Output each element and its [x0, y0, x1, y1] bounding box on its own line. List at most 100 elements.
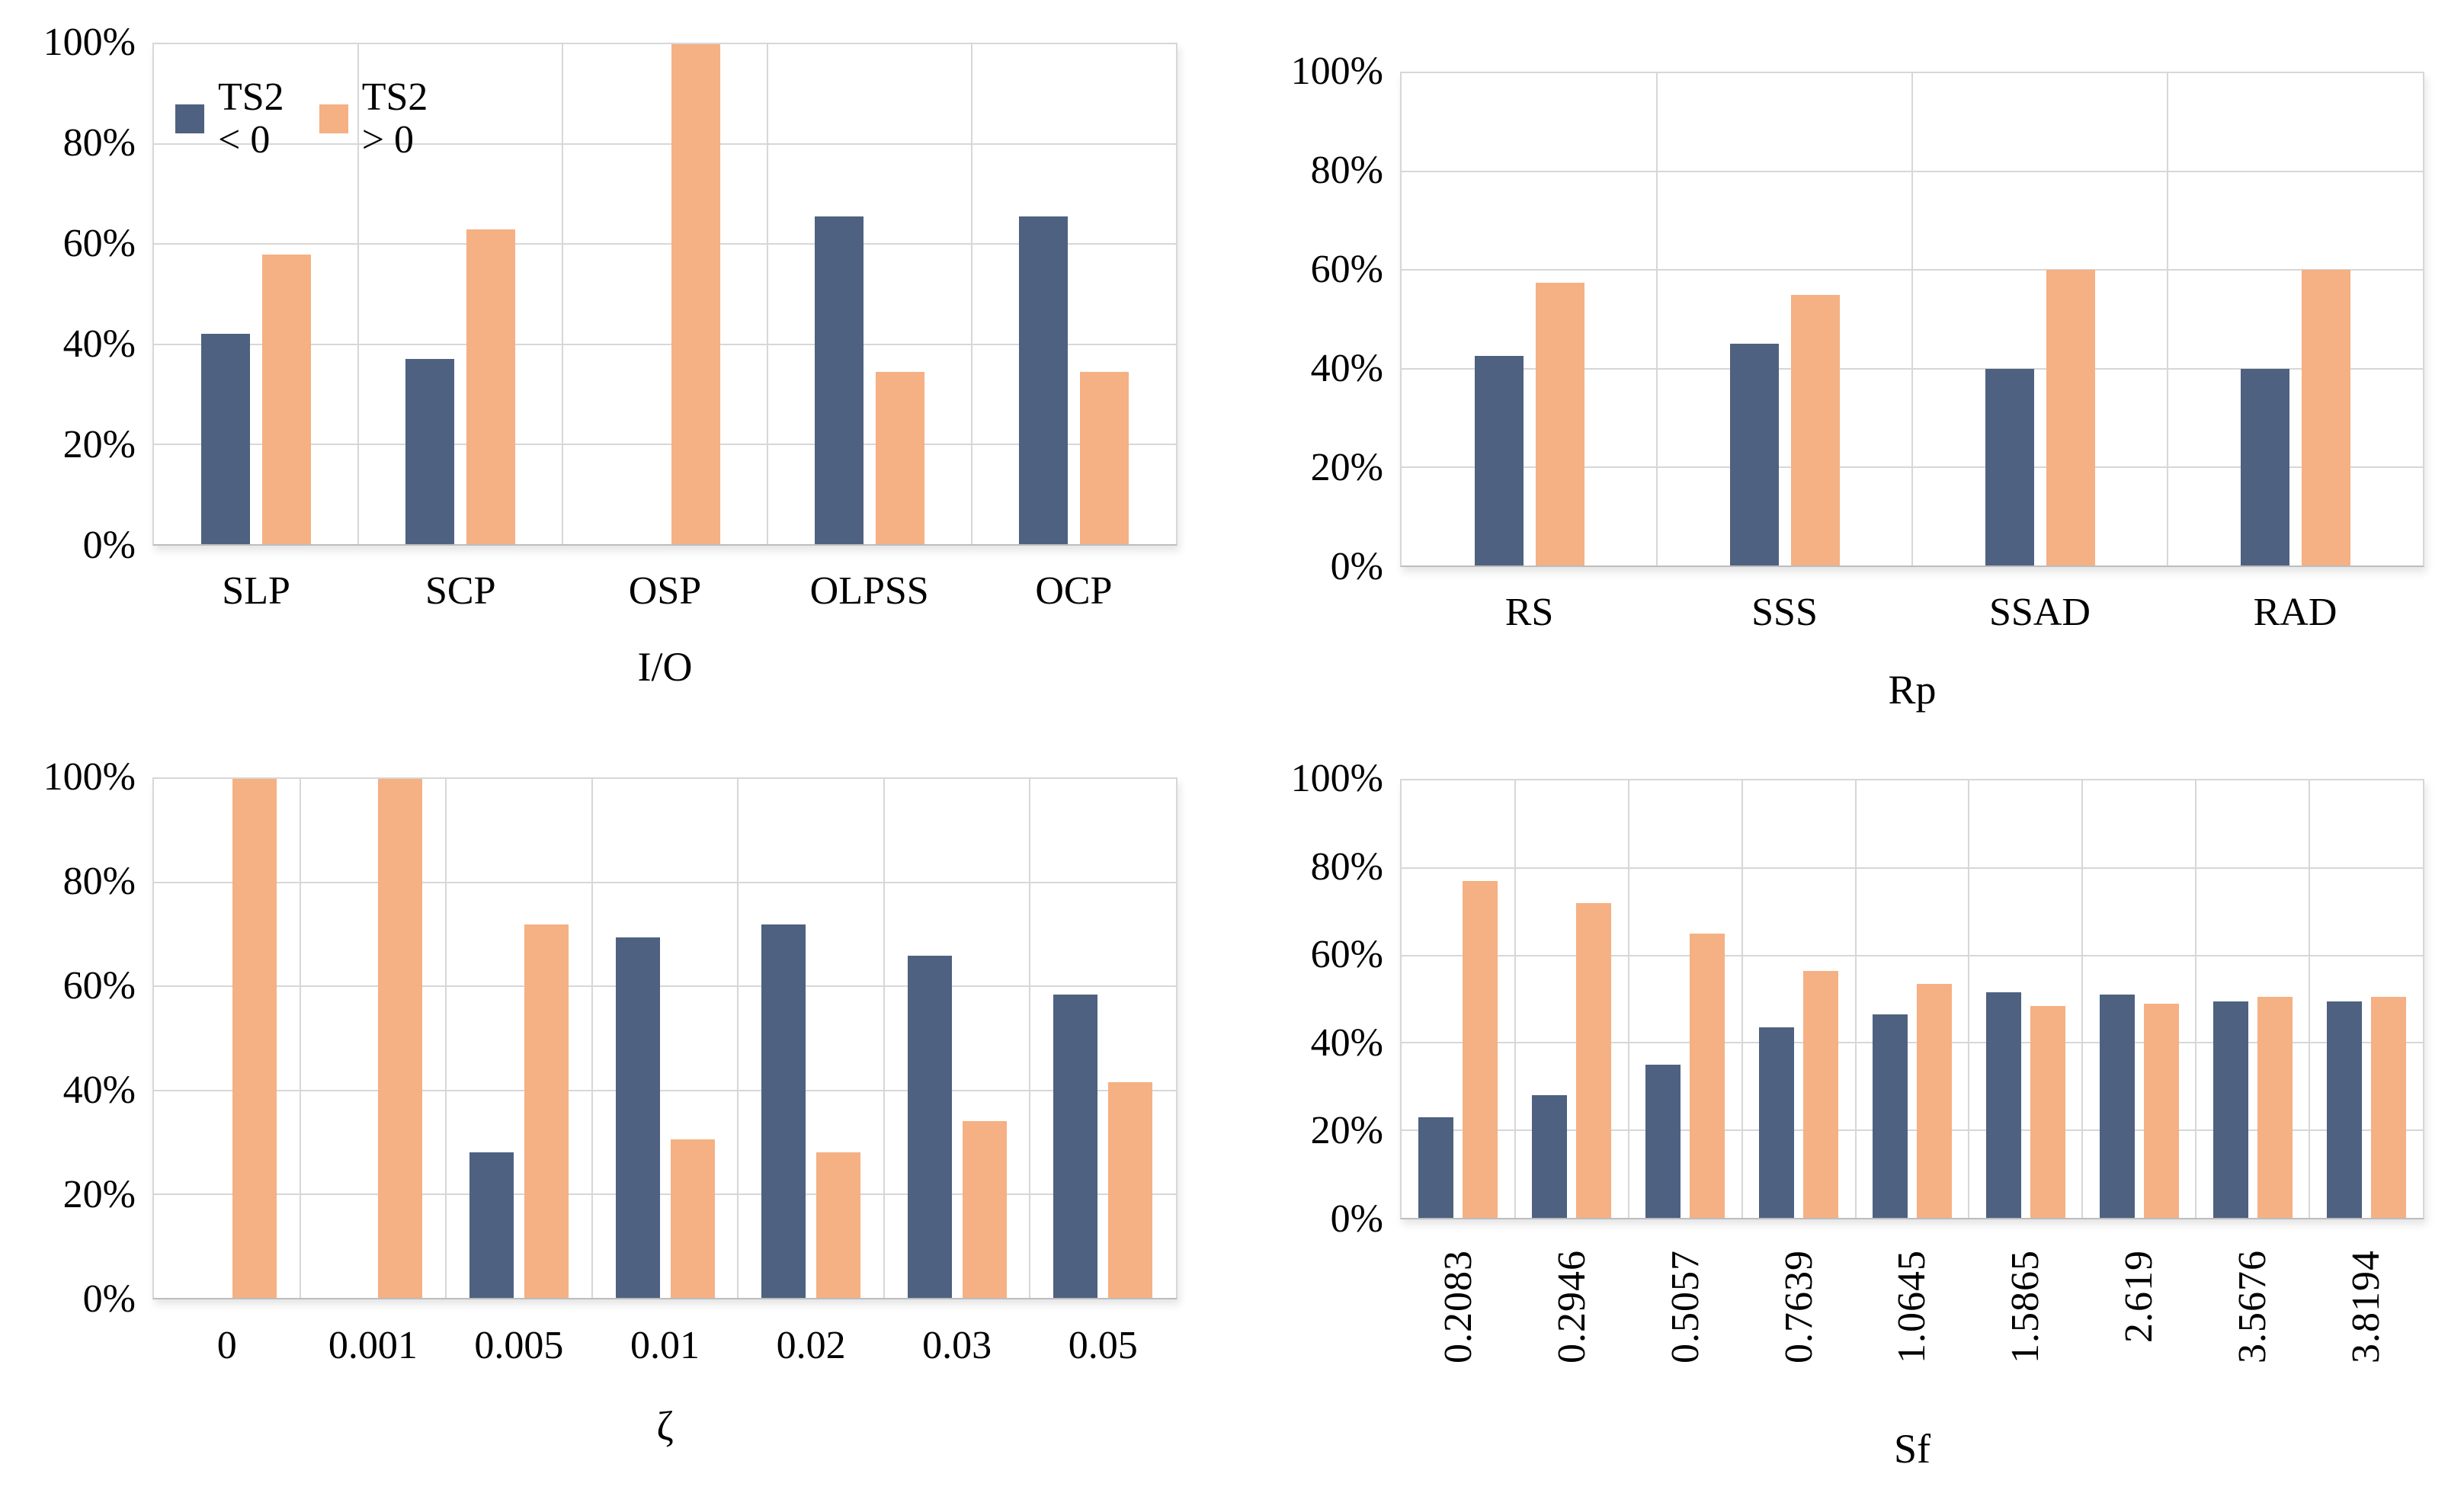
- y-tick-label: 100%: [1290, 757, 1383, 800]
- v-gridline: [1627, 780, 1629, 1218]
- bar-ts2-pos: [232, 779, 277, 1298]
- bar-ts2-neg: [1418, 1117, 1454, 1218]
- y-tick-label: 40%: [1310, 1020, 1383, 1065]
- h-gridline: [1402, 954, 2423, 956]
- x-tick-text: 0.5057: [1663, 1250, 1707, 1363]
- legend-swatch-ts2-pos: [319, 104, 348, 133]
- x-tick-text: 3.8194: [2344, 1250, 2389, 1363]
- v-gridline: [2309, 780, 2311, 1218]
- y-tick-label: 60%: [62, 222, 136, 265]
- x-tick-label: 1.0645: [1856, 1250, 1969, 1425]
- bar-ts2-pos: [1079, 371, 1129, 544]
- x-tick-label: 0.02: [776, 1324, 846, 1367]
- x-tick-label: 0.005: [474, 1324, 564, 1367]
- bar-ts2-pos: [1917, 983, 1952, 1218]
- v-gridline: [591, 779, 593, 1298]
- bar-ts2-pos: [1576, 902, 1612, 1218]
- v-gridline: [2081, 780, 2084, 1218]
- x-tick-label: 3.8194: [2309, 1250, 2423, 1425]
- h-gridline: [154, 343, 1176, 345]
- x-tick-label: 0.05: [1068, 1324, 1138, 1367]
- axis-title-rp: Rp: [1888, 667, 1937, 713]
- y-tick-label: 20%: [1310, 446, 1383, 489]
- legend-item: TS2 < 0: [175, 76, 284, 162]
- v-gridline: [737, 779, 739, 1298]
- x-tick-text: 0.7639: [1777, 1250, 1821, 1363]
- y-tick-label: 0%: [1330, 1197, 1383, 1241]
- bar-ts2-pos: [2143, 1003, 2179, 1218]
- legend-swatch-ts2-neg: [175, 104, 204, 133]
- y-tick-label: 40%: [62, 1068, 136, 1112]
- y-tick-label: 60%: [1310, 933, 1383, 977]
- bar-ts2-pos: [2370, 997, 2406, 1218]
- bar-ts2-pos: [378, 779, 423, 1298]
- h-gridline: [154, 1089, 1176, 1091]
- bar-ts2-neg: [814, 216, 864, 544]
- axis-title-io: I/O: [637, 644, 693, 690]
- y-tick-label: 80%: [1310, 844, 1383, 889]
- x-tick-label: 0.7639: [1742, 1250, 1856, 1425]
- bar-ts2-neg: [1873, 1014, 1908, 1218]
- axis-title-zeta: ζ: [656, 1403, 674, 1449]
- y-tick-label: 60%: [62, 964, 136, 1008]
- bar-ts2-neg: [1759, 1027, 1795, 1218]
- x-tick-label: 1.5865: [1969, 1250, 2082, 1425]
- v-gridline: [562, 44, 564, 544]
- plot-area: [1400, 779, 2424, 1219]
- bar-ts2-neg: [1985, 992, 2021, 1218]
- bar-ts2-pos: [2257, 997, 2293, 1218]
- bar-ts2-pos: [875, 371, 924, 544]
- x-tick-label: SSAD: [1989, 591, 2091, 634]
- bar-ts2-neg: [469, 1152, 514, 1298]
- x-tick-label: 0.2946: [1515, 1250, 1629, 1425]
- x-tick-label: RS: [1504, 591, 1554, 634]
- y-tick-label: 40%: [1310, 347, 1383, 390]
- bar-ts2-neg: [1053, 994, 1098, 1298]
- x-tick-label: RAD: [2253, 591, 2337, 634]
- x-tick-label: 0.03: [922, 1324, 992, 1367]
- plot-area: [1400, 72, 2424, 567]
- bar-ts2-neg: [1985, 368, 2034, 565]
- y-tick-label: 80%: [62, 860, 136, 903]
- legend-label: TS2 > 0: [361, 75, 428, 162]
- x-tick-label: 0.5057: [1629, 1250, 1742, 1425]
- v-gridline: [299, 779, 301, 1298]
- h-gridline: [154, 1193, 1176, 1195]
- y-tick-label: 0%: [82, 524, 136, 567]
- x-tick-label: SLP: [222, 569, 290, 613]
- v-gridline: [2167, 73, 2168, 565]
- x-tick-label: OLPSS: [809, 569, 929, 613]
- y-tick-label: 40%: [62, 322, 136, 366]
- y-tick-label: 20%: [62, 423, 136, 466]
- y-tick-label: 0%: [1330, 545, 1383, 588]
- legend: TS2 < 0 TS2 > 0: [175, 76, 428, 162]
- v-gridline: [1968, 780, 1970, 1218]
- bar-ts2-neg: [1729, 344, 1779, 565]
- y-tick-label: 20%: [62, 1173, 136, 1216]
- h-gridline: [154, 985, 1176, 988]
- v-gridline: [970, 44, 972, 544]
- bar-ts2-pos: [2030, 1005, 2065, 1218]
- bar-ts2-pos: [262, 254, 312, 544]
- bar-ts2-pos: [670, 1139, 715, 1298]
- x-tick-label: 0.001: [328, 1324, 418, 1367]
- bar-ts2-neg: [1474, 356, 1524, 565]
- v-gridline: [1656, 73, 1658, 565]
- h-gridline: [1402, 1042, 2423, 1044]
- y-tick-label: 100%: [43, 21, 136, 64]
- bar-ts2-pos: [1463, 881, 1498, 1218]
- x-tick-text: 2.619: [2117, 1250, 2161, 1343]
- x-tick-label: 2.619: [2082, 1250, 2196, 1425]
- v-gridline: [1029, 779, 1031, 1298]
- bar-ts2-pos: [1535, 282, 1584, 565]
- bar-ts2-pos: [466, 229, 516, 544]
- bar-ts2-neg: [2212, 1001, 2248, 1218]
- x-tick-label: 0: [216, 1324, 237, 1367]
- v-gridline: [1911, 73, 1913, 565]
- v-gridline: [1854, 780, 1857, 1218]
- v-gridline: [1514, 780, 1516, 1218]
- legend-label: TS2 < 0: [218, 75, 284, 162]
- bar-ts2-neg: [615, 937, 660, 1298]
- y-tick-label: 100%: [1290, 50, 1383, 93]
